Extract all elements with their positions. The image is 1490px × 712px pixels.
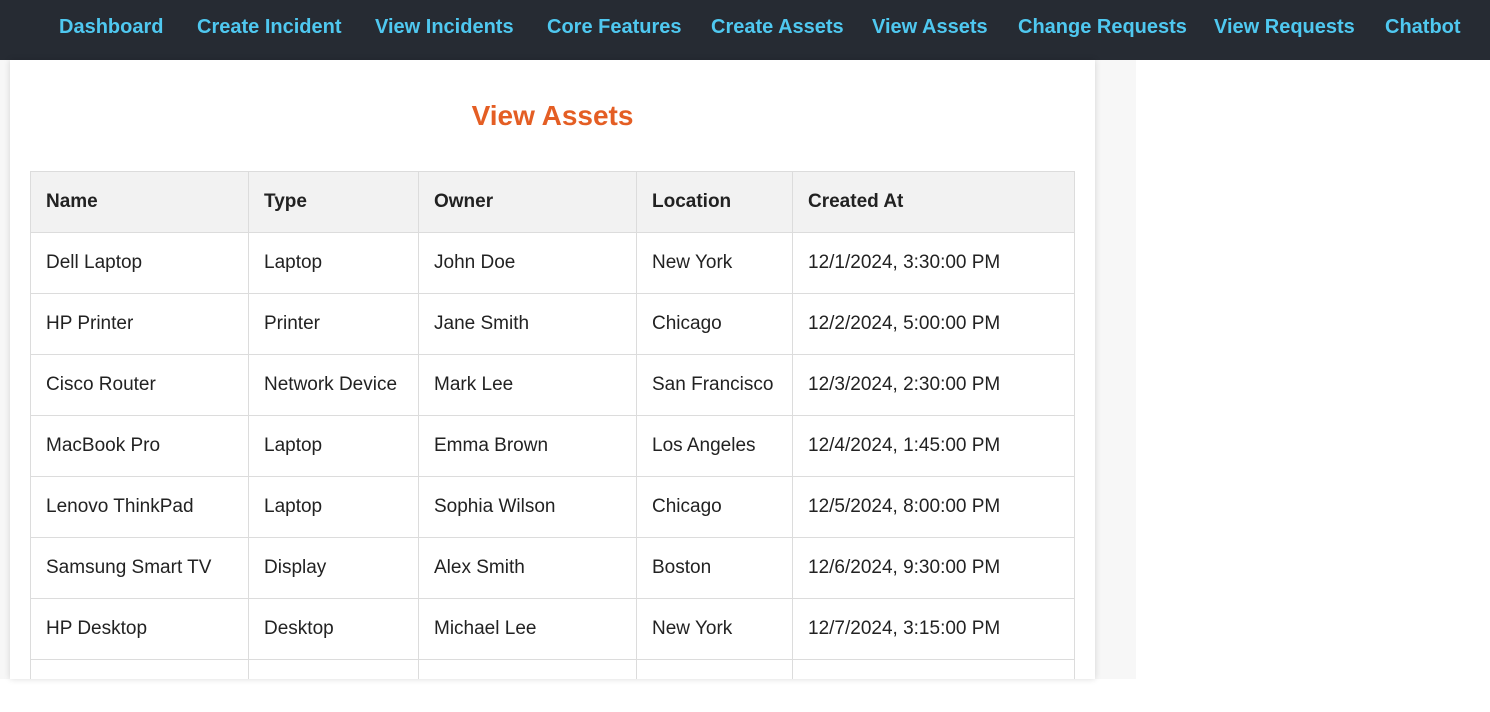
table-row: HP Printer Printer Jane Smith Chicago 12/2/2… bbox=[30, 293, 1075, 355]
table-cell: Dell Laptop bbox=[30, 232, 249, 294]
nav-create-assets[interactable]: Create Assets bbox=[711, 16, 844, 38]
nav-change-requests[interactable]: Change Requests bbox=[1018, 16, 1187, 38]
table-cell: HP Desktop bbox=[30, 598, 249, 660]
table-cell: Michael Lee bbox=[418, 598, 637, 660]
table-cell bbox=[792, 659, 1075, 679]
assets-card: View Assets Name Type Owner Location Created… bbox=[10, 60, 1095, 679]
nav-chatbot[interactable]: Chatbot bbox=[1385, 16, 1461, 38]
table-cell: New York bbox=[636, 598, 793, 660]
table-cell: Lenovo ThinkPad bbox=[30, 476, 249, 538]
table-cell bbox=[636, 659, 793, 679]
nav-core-features[interactable]: Core Features bbox=[547, 16, 682, 38]
nav-dashboard[interactable]: Dashboard bbox=[59, 16, 164, 38]
table-cell: Network Device bbox=[248, 354, 419, 416]
table-cell bbox=[418, 659, 637, 679]
table-cell: Samsung Smart TV bbox=[30, 537, 249, 599]
table-cell: Display bbox=[248, 537, 419, 599]
table-cell: Printer bbox=[248, 293, 419, 355]
table-cell: Laptop bbox=[248, 415, 419, 477]
assets-table: Name Type Owner Location Created At Dell Lap… bbox=[30, 171, 1075, 679]
table-row bbox=[30, 659, 1075, 679]
nav-view-requests[interactable]: View Requests bbox=[1214, 16, 1355, 38]
table-cell: 12/6/2024, 9:30:00 PM bbox=[792, 537, 1075, 599]
page-title: View Assets bbox=[471, 100, 634, 131]
table-cell: Los Angeles bbox=[636, 415, 793, 477]
table-cell: Desktop bbox=[248, 598, 419, 660]
table-cell: San Francisco bbox=[636, 354, 793, 416]
table-cell: Alex Smith bbox=[418, 537, 637, 599]
table-cell: Sophia Wilson bbox=[418, 476, 637, 538]
table-cell: John Doe bbox=[418, 232, 637, 294]
table-cell: 12/5/2024, 8:00:00 PM bbox=[792, 476, 1075, 538]
column-header: Created At bbox=[792, 171, 1075, 233]
table-header-row: Name Type Owner Location Created At bbox=[30, 171, 1075, 233]
table-row: Dell Laptop Laptop John Doe New York 12/1/20… bbox=[30, 232, 1075, 294]
table-row: HP Desktop Desktop Michael Lee New York 12/7… bbox=[30, 598, 1075, 660]
nav-view-incidents[interactable]: View Incidents bbox=[375, 16, 514, 38]
table-cell: Chicago bbox=[636, 476, 793, 538]
table-row: Cisco Router Network Device Mark Lee San Fr… bbox=[30, 354, 1075, 416]
table-cell: 12/1/2024, 3:30:00 PM bbox=[792, 232, 1075, 294]
table-cell: HP Printer bbox=[30, 293, 249, 355]
table-cell: 12/4/2024, 1:45:00 PM bbox=[792, 415, 1075, 477]
nav-view-assets[interactable]: View Assets bbox=[872, 16, 988, 38]
table-cell: 12/7/2024, 3:15:00 PM bbox=[792, 598, 1075, 660]
table-cell: Boston bbox=[636, 537, 793, 599]
top-nav: Dashboard Create Incident View Incidents… bbox=[0, 0, 1490, 60]
column-header: Owner bbox=[418, 171, 637, 233]
table-row: Samsung Smart TV Display Alex Smith Boston 1… bbox=[30, 537, 1075, 599]
table-row: Lenovo ThinkPad Laptop Sophia Wilson Chicag… bbox=[30, 476, 1075, 538]
table-cell: Mark Lee bbox=[418, 354, 637, 416]
table-cell bbox=[248, 659, 419, 679]
table-cell bbox=[30, 659, 249, 679]
table-cell: Laptop bbox=[248, 476, 419, 538]
nav-create-incident[interactable]: Create Incident bbox=[197, 16, 342, 38]
table-cell: New York bbox=[636, 232, 793, 294]
table-cell: Chicago bbox=[636, 293, 793, 355]
table-cell: 12/3/2024, 2:30:00 PM bbox=[792, 354, 1075, 416]
table-cell: Laptop bbox=[248, 232, 419, 294]
table-cell: Emma Brown bbox=[418, 415, 637, 477]
table-cell: Jane Smith bbox=[418, 293, 637, 355]
table-row: MacBook Pro Laptop Emma Brown Los Angeles 12… bbox=[30, 415, 1075, 477]
column-header: Name bbox=[30, 171, 249, 233]
column-header: Type bbox=[248, 171, 419, 233]
table-cell: MacBook Pro bbox=[30, 415, 249, 477]
table-cell: Cisco Router bbox=[30, 354, 249, 416]
table-cell: 12/2/2024, 5:00:00 PM bbox=[792, 293, 1075, 355]
column-header: Location bbox=[636, 171, 793, 233]
